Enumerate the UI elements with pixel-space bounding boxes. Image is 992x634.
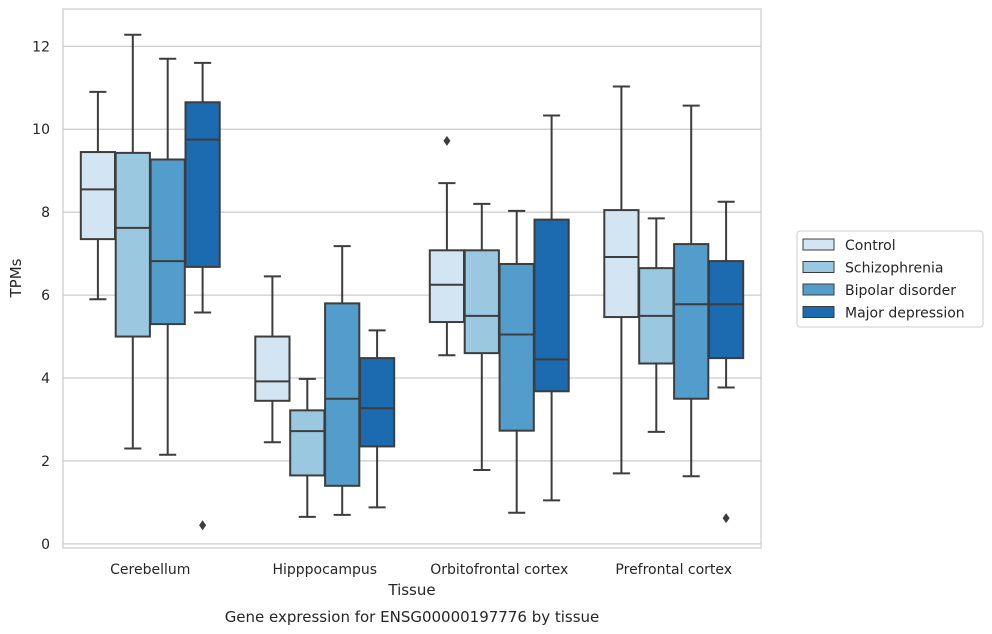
legend-label: Control — [845, 238, 896, 254]
legend-swatch — [802, 238, 835, 251]
y-tick-label: 8 — [41, 205, 50, 221]
y-tick-label: 2 — [41, 454, 50, 470]
box-iqr — [289, 409, 326, 477]
legend-label: Schizophrenia — [845, 261, 943, 277]
box-bipolar-disorder — [324, 245, 361, 516]
box-iqr — [428, 249, 466, 324]
y-tick-label: 10 — [32, 122, 50, 138]
chart-caption: Gene expression for ENSG00000197776 by t… — [225, 608, 600, 626]
box-iqr — [254, 335, 291, 402]
plot-area — [62, 8, 762, 549]
x-tick-label: Cerebellum — [110, 562, 190, 578]
box-series — [79, 33, 745, 531]
legend: Control Schizophrenia Bipolar disorder Majo… — [796, 230, 984, 328]
legend-swatch — [802, 283, 835, 296]
box-schizophrenia — [638, 217, 675, 433]
y-tick-label: 6 — [41, 288, 50, 304]
legend-label: Major depression — [845, 306, 965, 322]
legend-swatch — [802, 306, 835, 318]
y-tick-labels: 0 2 4 6 8 10 12 — [32, 39, 50, 553]
box-iqr — [498, 262, 535, 432]
y-tick-label: 12 — [32, 39, 50, 55]
box-iqr — [603, 209, 640, 319]
box-iqr — [114, 151, 151, 338]
outlier-point — [722, 513, 730, 524]
box-major-depression — [533, 114, 570, 502]
box-schizophrenia — [289, 377, 326, 518]
box-major-depression — [184, 61, 221, 531]
x-axis-label: Tissue — [387, 581, 435, 599]
outlier-point — [443, 135, 451, 146]
box-bipolar-disorder — [673, 104, 710, 478]
y-tick-label: 4 — [41, 371, 50, 387]
box-schizophrenia — [114, 33, 151, 450]
x-tick-label: Orbitofrontal cortex — [430, 562, 568, 578]
box-major-depression — [358, 329, 396, 509]
x-tick-labels: Cerebellum Hipppocampus Orbitofrontal cort… — [110, 562, 732, 578]
x-tick-label: Prefrontal cortex — [615, 562, 732, 578]
x-tick-label: Hipppocampus — [272, 562, 377, 578]
box-iqr — [79, 151, 117, 241]
y-axis-label: TPMs — [7, 258, 25, 298]
legend-label: Bipolar disorder — [845, 283, 956, 299]
box-control — [603, 85, 640, 475]
box-bipolar-disorder — [149, 57, 186, 456]
box-iqr — [324, 302, 361, 487]
legend-frame — [796, 230, 984, 328]
box-iqr — [463, 249, 500, 355]
legend-swatch — [802, 261, 835, 273]
box-bipolar-disorder — [498, 209, 535, 514]
box-iqr — [707, 260, 745, 360]
box-iqr — [149, 158, 186, 326]
box-iqr — [184, 101, 221, 268]
box-control — [428, 135, 466, 357]
box-control — [254, 275, 291, 444]
box-iqr — [673, 243, 710, 400]
y-tick-label: 0 — [41, 537, 50, 553]
box-iqr — [358, 357, 396, 448]
box-iqr — [533, 218, 570, 393]
box-schizophrenia — [463, 202, 500, 472]
box-control — [79, 90, 117, 301]
outlier-point — [199, 520, 207, 531]
box-major-depression — [707, 200, 745, 524]
